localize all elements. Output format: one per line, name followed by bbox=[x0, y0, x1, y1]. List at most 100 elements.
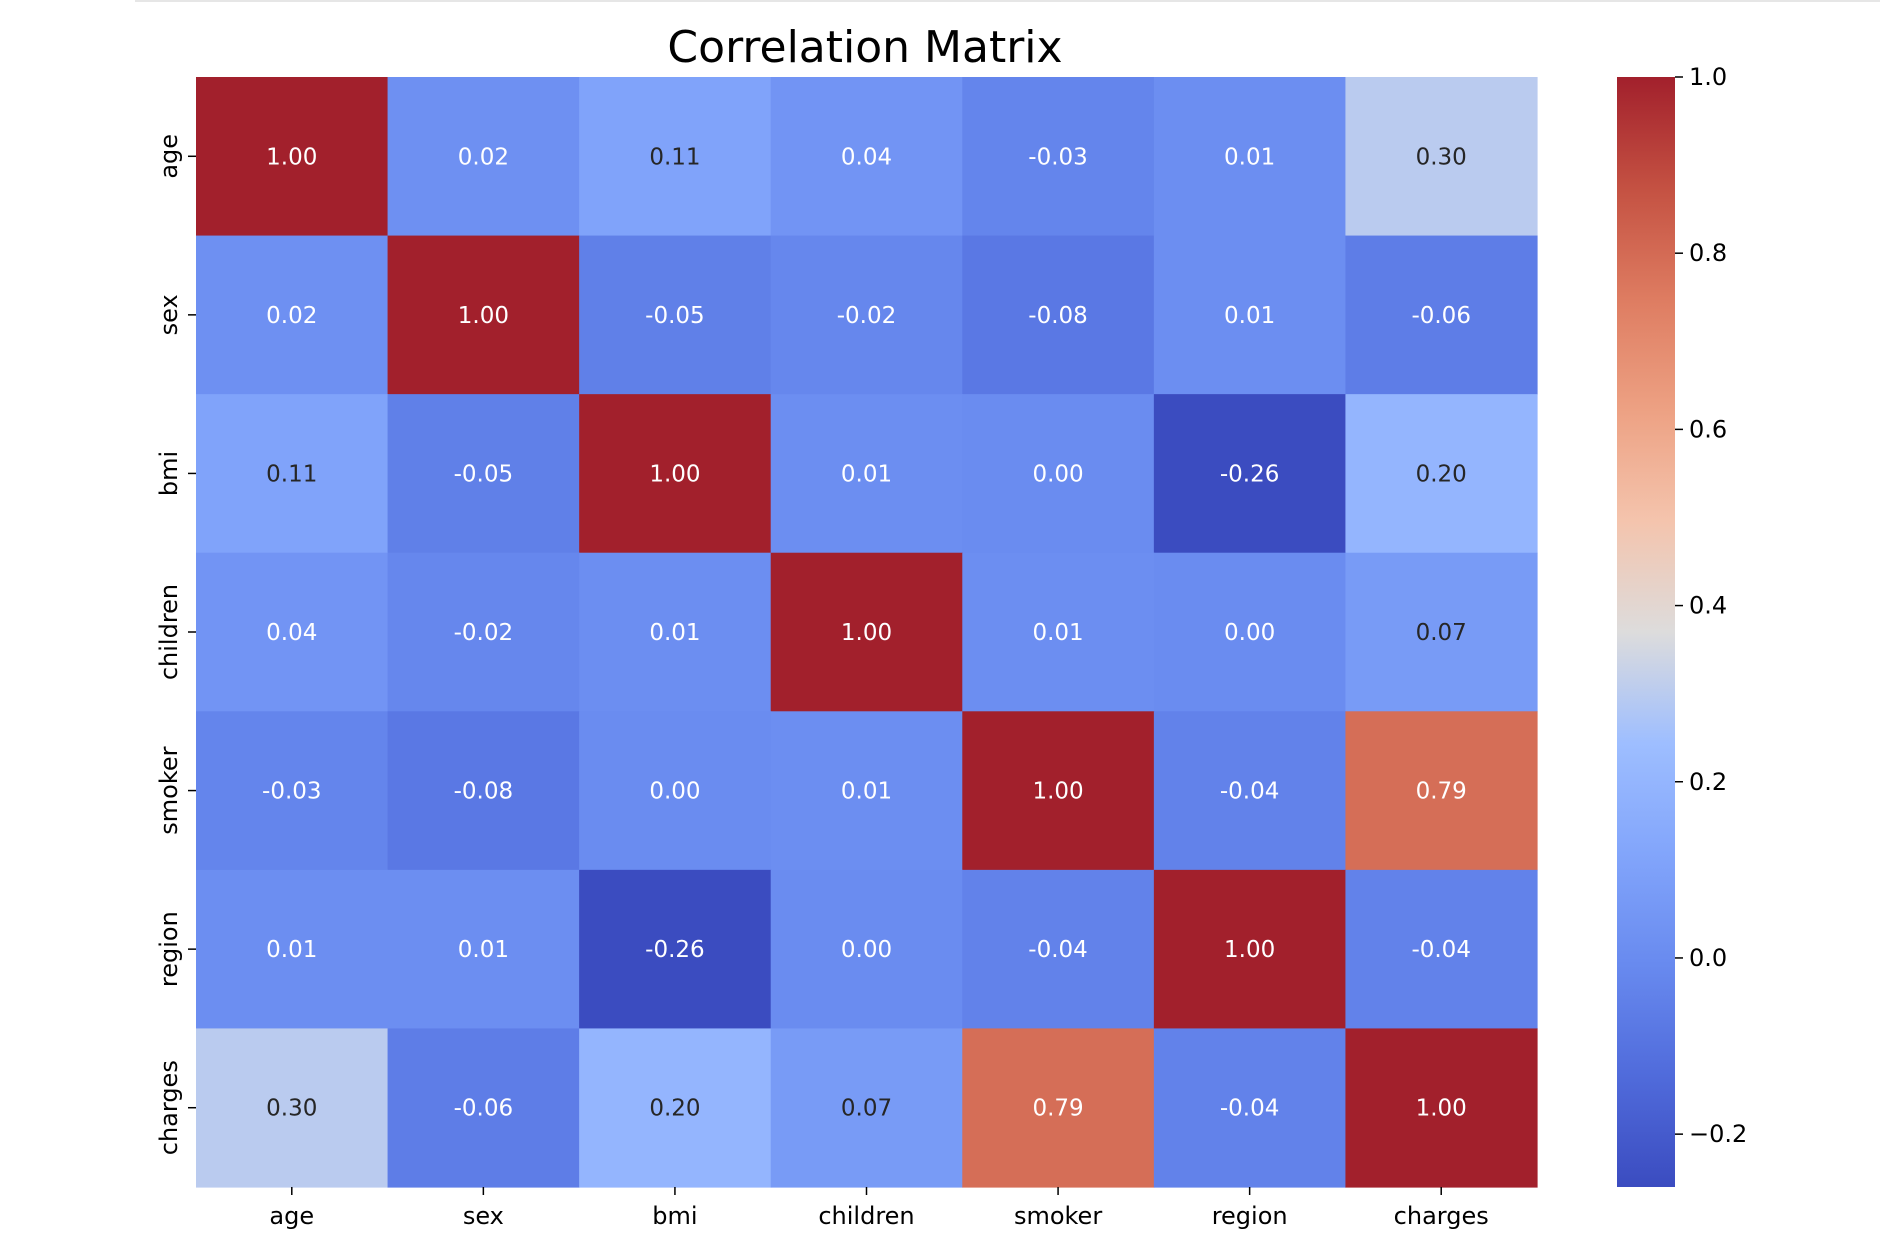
cell-label-age-children: 0.04 bbox=[841, 144, 892, 170]
heatmap-cell-smoker-bmi bbox=[579, 711, 772, 871]
cell-label-age-age: 1.00 bbox=[266, 144, 317, 170]
heatmap-cell-region-age bbox=[196, 869, 389, 1030]
heatmap-cell-sex-sex bbox=[387, 235, 580, 395]
cell-label-bmi-sex: -0.05 bbox=[454, 461, 514, 487]
cell-label-region-age: 0.01 bbox=[266, 937, 317, 963]
cell-label-age-bmi: 0.11 bbox=[649, 144, 700, 170]
heatmap-cell-age-charges bbox=[1345, 77, 1538, 237]
cell-label-charges-smoker: 0.79 bbox=[1032, 1096, 1083, 1122]
cell-label-sex-sex: 1.00 bbox=[458, 303, 509, 329]
x-tick-label-age: age bbox=[269, 1202, 314, 1230]
cell-label-region-bmi: -0.26 bbox=[645, 937, 705, 963]
heatmap-cell-sex-age bbox=[196, 235, 389, 395]
heatmap-cell-children-charges bbox=[1345, 552, 1538, 712]
cell-label-smoker-sex: -0.08 bbox=[454, 779, 514, 805]
chart-title: Correlation Matrix bbox=[667, 22, 1062, 73]
heatmap-cell-smoker-age bbox=[196, 711, 389, 871]
heatmap-cell-bmi-smoker bbox=[962, 394, 1155, 554]
y-tick-label-smoker: smoker bbox=[155, 746, 183, 834]
heatmap-cell-age-age bbox=[196, 77, 389, 237]
cell-label-charges-age: 0.30 bbox=[266, 1096, 317, 1122]
heatmap-cell-region-bmi bbox=[579, 869, 772, 1030]
heatmap-cell-children-smoker bbox=[962, 552, 1155, 712]
heatmap-cell-sex-children bbox=[770, 235, 963, 395]
heatmap-cell-region-smoker bbox=[962, 869, 1155, 1030]
heatmap-cell-age-children bbox=[770, 77, 963, 237]
cell-label-charges-sex: -0.06 bbox=[454, 1096, 514, 1122]
heatmap-cell-region-sex bbox=[387, 869, 580, 1030]
y-tick-label-children: children bbox=[155, 584, 183, 680]
y-tick-label-charges: charges bbox=[155, 1060, 183, 1155]
heatmap-cell-sex-smoker bbox=[962, 235, 1155, 395]
heatmap-cell-charges-sex bbox=[387, 1028, 580, 1188]
y-tick-label-age: age bbox=[155, 134, 183, 179]
cell-label-children-sex: -0.02 bbox=[454, 620, 514, 646]
cell-label-region-sex: 0.01 bbox=[458, 937, 509, 963]
cell-label-region-charges: -0.04 bbox=[1411, 937, 1471, 963]
top-divider bbox=[135, 0, 1880, 2]
heatmap-cell-smoker-region bbox=[1153, 711, 1347, 871]
cell-label-bmi-charges: 0.20 bbox=[1416, 461, 1467, 487]
heatmap-cell-sex-region bbox=[1153, 235, 1347, 395]
colorbar-tick-label: 0.0 bbox=[1689, 944, 1727, 972]
heatmap-cell-age-smoker bbox=[962, 77, 1155, 237]
heatmap-cell-smoker-sex bbox=[387, 711, 580, 871]
colorbar-tick-label: −0.2 bbox=[1689, 1120, 1747, 1148]
cell-label-sex-charges: -0.06 bbox=[1411, 303, 1471, 329]
x-tick-label-charges: charges bbox=[1394, 1202, 1489, 1230]
x-tick-label-sex: sex bbox=[463, 1202, 504, 1230]
heatmap-cell-bmi-bmi bbox=[579, 394, 772, 554]
colorbar-tick-label: 0.6 bbox=[1689, 415, 1727, 443]
cell-label-age-smoker: -0.03 bbox=[1028, 144, 1088, 170]
cell-label-children-age: 0.04 bbox=[266, 620, 317, 646]
heatmap-cell-bmi-sex bbox=[387, 394, 580, 554]
cell-label-age-region: 0.01 bbox=[1224, 144, 1275, 170]
y-axis: age sex bmi children smoker region charges bbox=[155, 134, 196, 1155]
y-tick-label-region: region bbox=[155, 911, 183, 987]
cell-label-sex-age: 0.02 bbox=[266, 303, 317, 329]
cell-label-sex-children: -0.02 bbox=[837, 303, 897, 329]
cell-label-bmi-age: 0.11 bbox=[266, 461, 317, 487]
cell-label-children-charges: 0.07 bbox=[1416, 620, 1467, 646]
heatmap-cell-age-bmi bbox=[579, 77, 772, 237]
heatmap-cell-sex-charges bbox=[1345, 235, 1538, 395]
cell-label-smoker-smoker: 1.00 bbox=[1032, 779, 1083, 805]
heatmap-cell-age-region bbox=[1153, 77, 1347, 237]
heatmap-cell-charges-region bbox=[1153, 1028, 1347, 1188]
heatmap-cell-charges-smoker bbox=[962, 1028, 1155, 1188]
cell-label-children-children: 1.00 bbox=[841, 620, 892, 646]
heatmap-cells: 1.00 0.02 0.11 0.04 -0.03 0.01 0.30 0.02 1.00 -0.… bbox=[196, 77, 1538, 1188]
x-tick-label-children: children bbox=[818, 1202, 914, 1230]
heatmap-cell-children-region bbox=[1153, 552, 1347, 712]
heatmap-cell-bmi-charges bbox=[1345, 394, 1538, 554]
cell-label-age-charges: 0.30 bbox=[1416, 144, 1467, 170]
colorbar-tick-label: 1.0 bbox=[1689, 63, 1727, 91]
cell-label-region-children: 0.00 bbox=[841, 937, 892, 963]
heatmap-cell-children-bmi bbox=[579, 552, 772, 712]
cell-label-charges-charges: 1.00 bbox=[1416, 1096, 1467, 1122]
cell-label-sex-bmi: -0.05 bbox=[645, 303, 705, 329]
cell-label-sex-region: 0.01 bbox=[1224, 303, 1275, 329]
cell-label-children-smoker: 0.01 bbox=[1032, 620, 1083, 646]
heatmap-cell-region-charges bbox=[1345, 869, 1538, 1030]
cell-label-charges-region: -0.04 bbox=[1220, 1096, 1280, 1122]
x-tick-label-region: region bbox=[1212, 1202, 1288, 1230]
cell-label-bmi-region: -0.26 bbox=[1220, 461, 1280, 487]
cell-label-bmi-bmi: 1.00 bbox=[649, 461, 700, 487]
colorbar-tick-label: 0.8 bbox=[1689, 239, 1727, 267]
heatmap-cell-charges-children bbox=[770, 1028, 963, 1188]
heatmap-cell-bmi-age bbox=[196, 394, 389, 554]
cell-label-smoker-children: 0.01 bbox=[841, 779, 892, 805]
cell-label-charges-bmi: 0.20 bbox=[649, 1096, 700, 1122]
colorbar-tick-label: 0.4 bbox=[1689, 592, 1727, 620]
cell-label-bmi-smoker: 0.00 bbox=[1032, 461, 1083, 487]
cell-label-region-smoker: -0.04 bbox=[1028, 937, 1088, 963]
heatmap-cell-bmi-region bbox=[1153, 394, 1347, 554]
y-tick-label-bmi: bmi bbox=[155, 451, 183, 496]
heatmap-cell-age-sex bbox=[387, 77, 580, 237]
cell-label-region-region: 1.00 bbox=[1224, 937, 1275, 963]
x-tick-label-smoker: smoker bbox=[1014, 1202, 1102, 1230]
colorbar-gradient bbox=[1617, 77, 1675, 1187]
cell-label-smoker-region: -0.04 bbox=[1220, 779, 1280, 805]
heatmap-cell-charges-bmi bbox=[579, 1028, 772, 1188]
